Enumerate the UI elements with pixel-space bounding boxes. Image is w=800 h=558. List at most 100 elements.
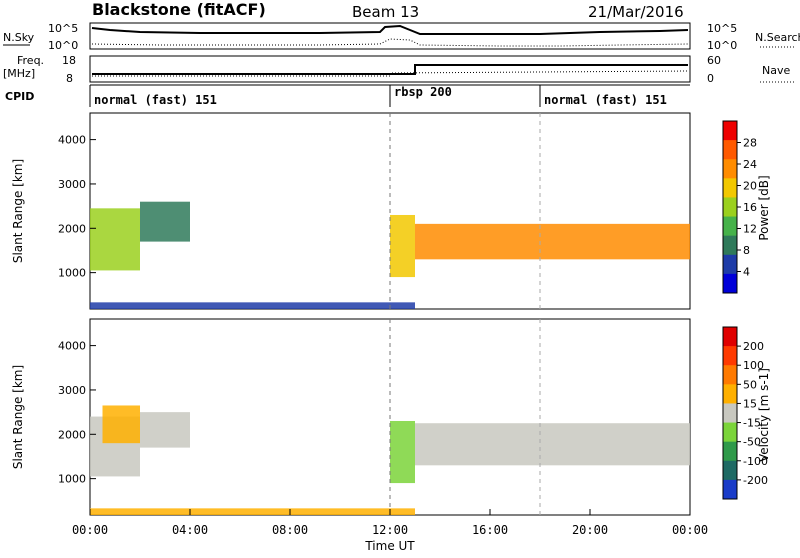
freq-label: Freq. [17, 54, 44, 67]
colorbar-swatch [723, 441, 737, 462]
colorbar-swatch [723, 121, 737, 141]
cpid-segment-3: normal (fast) 151 [544, 93, 667, 107]
colorbar-swatch [723, 273, 737, 294]
velocity-bands [90, 405, 690, 515]
velocity-band-4 [415, 423, 690, 466]
colorbar-tick-label: 24 [743, 158, 757, 171]
power-ylabel: Slant Range [km] [11, 159, 25, 263]
colorbar-tick-label: 50 [743, 378, 757, 391]
colorbar-swatch [723, 216, 737, 237]
colorbar-swatch [723, 384, 737, 404]
nave-trace [92, 70, 689, 77]
colorbar-tick-label: 16 [743, 201, 757, 214]
nsearch-label: N.Search [755, 31, 800, 44]
velocity-band-3 [390, 420, 415, 484]
colorbar-tick-label: 28 [743, 137, 757, 150]
velocity-panel: 1000 2000 3000 4000 Slant Range [km] [11, 318, 691, 516]
beam-title: Beam 13 [352, 3, 419, 21]
colorbar-swatch [723, 479, 737, 500]
freq-tick-high: 18 [62, 54, 76, 67]
cpid-label: CPID [5, 90, 34, 103]
velocity-y-ticks: 1000 2000 3000 4000 [58, 340, 96, 486]
y-tick-label: 2000 [58, 222, 86, 235]
colorbar-swatch [723, 254, 737, 275]
velocity-colorbar: 200 100 50 15 -15 -50 -100 -200 [722, 326, 768, 500]
colorbar-tick-label: 100 [743, 359, 764, 372]
x-tick-label: 00:00 [72, 523, 108, 537]
station-title: Blackstone (fitACF) [92, 0, 266, 19]
power-colorbar-label: Power [dB] [757, 175, 771, 240]
nsky-tick-low: 10^0 [48, 39, 78, 52]
nsky-trace [91, 24, 689, 35]
power-band-3 [415, 223, 690, 260]
nsky-panel [89, 22, 691, 50]
colorbar-tick-label: 200 [743, 340, 764, 353]
y-tick-label: 2000 [58, 428, 86, 441]
colorbar-tick-label: -50 [743, 436, 761, 449]
colorbar-swatch [723, 346, 737, 366]
nave-label: Nave [762, 64, 790, 77]
y-tick-label: 3000 [58, 384, 86, 397]
colorbar-tick-label: -100 [743, 455, 768, 468]
colorbar-swatch [723, 403, 737, 424]
x-tick-label: 20:00 [572, 523, 608, 537]
colorbar-tick-label: 4 [743, 266, 750, 279]
y-tick-label: 1000 [58, 267, 86, 280]
colorbar-swatch [723, 235, 737, 256]
colorbar-tick-label: 8 [743, 244, 750, 257]
freq-panel [89, 55, 691, 83]
colorbar-tick-label: 20 [743, 180, 757, 193]
x-tick-label: 04:00 [172, 523, 208, 537]
power-band-0 [90, 208, 140, 271]
nsky-label: N.Sky [3, 31, 35, 44]
colorbar-frame [722, 326, 738, 500]
y-tick-label: 1000 [58, 473, 86, 486]
power-bands [90, 201, 690, 309]
power-y-ticks: 1000 2000 3000 4000 [58, 134, 96, 280]
date-title: 21/Mar/2016 [588, 3, 684, 21]
colorbar-tick-label: -200 [743, 474, 768, 487]
power-colorbar: 28 24 20 16 12 8 4 [722, 120, 757, 294]
colorbar-swatch [723, 422, 737, 443]
x-axis-label: Time UT [364, 539, 415, 553]
freq-unit: [MHz] [3, 67, 35, 80]
velocity-band-1 [140, 412, 190, 448]
velocity-colorbar-label: Velocity [m s-1] [757, 368, 771, 462]
colorbar-tick-label: -15 [743, 417, 761, 430]
x-tick-label: 00:00 [672, 523, 708, 537]
colorbar-swatch [723, 365, 737, 385]
colorbar-swatch [723, 140, 737, 160]
colorbar-swatch [723, 460, 737, 481]
freq-tick-low: 8 [66, 72, 73, 85]
x-axis-ticks: 00:00 04:00 08:00 12:00 16:00 20:00 00:00 [72, 509, 708, 537]
colorbar-swatch [723, 197, 737, 218]
colorbar-swatch [723, 178, 737, 198]
power-band-1 [140, 201, 190, 242]
nsearch-trace [91, 38, 689, 47]
power-panel: 1000 2000 3000 4000 Slant Range [km] [11, 112, 691, 310]
power-band-4 [90, 302, 415, 309]
x-tick-label: 12:00 [372, 523, 408, 537]
nsearch-tick-high: 10^5 [707, 22, 737, 35]
velocity-band-2 [102, 405, 140, 444]
freq-trace [92, 64, 688, 75]
y-tick-label: 3000 [58, 178, 86, 191]
y-tick-label: 4000 [58, 134, 86, 147]
power-band-2 [390, 214, 415, 278]
x-tick-label: 16:00 [472, 523, 508, 537]
cpid-segment-1: normal (fast) 151 [94, 93, 217, 107]
colorbar-tick-label: 12 [743, 223, 757, 236]
nave-tick-low: 0 [707, 72, 714, 85]
nsky-tick-high: 10^5 [48, 22, 78, 35]
velocity-band-5 [90, 508, 415, 515]
nave-tick-high: 60 [707, 54, 721, 67]
nsearch-tick-low: 10^0 [707, 39, 737, 52]
cpid-segment-2: rbsp 200 [394, 85, 452, 99]
colorbar-tick-label: 15 [743, 397, 757, 410]
x-tick-label: 08:00 [272, 523, 308, 537]
colorbar-swatch [723, 327, 737, 347]
y-tick-label: 4000 [58, 340, 86, 353]
velocity-ylabel: Slant Range [km] [11, 365, 25, 469]
colorbar-swatch [723, 159, 737, 179]
